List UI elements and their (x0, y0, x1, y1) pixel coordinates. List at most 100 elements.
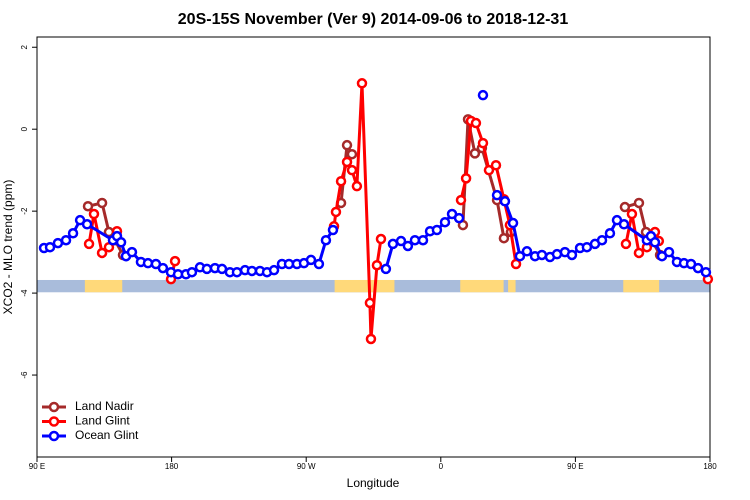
x-tick-label: 90 W (297, 462, 316, 471)
x-tick-label: 180 (165, 462, 179, 471)
series-point (395, 235, 407, 247)
series-point (566, 249, 578, 261)
series-point (596, 234, 608, 246)
series-line (89, 83, 708, 339)
series-point (52, 237, 64, 249)
series-point (375, 233, 387, 245)
series-point (663, 246, 675, 258)
series-point (346, 164, 358, 176)
series-point (81, 219, 93, 230)
series-point (620, 238, 632, 250)
series-point (619, 201, 631, 213)
series-point (96, 197, 108, 209)
series-point (477, 89, 489, 101)
series-point (604, 228, 616, 239)
series-point (365, 333, 377, 345)
series-point (498, 232, 510, 244)
land-band (460, 279, 504, 293)
series-point (409, 234, 421, 246)
legend-label: Land Nadir (75, 399, 134, 413)
series-point (371, 259, 383, 271)
x-tick-label: 90 E (567, 462, 583, 471)
series-point (521, 246, 533, 257)
series-point (536, 249, 548, 261)
x-tick-label: 90 E (29, 462, 45, 471)
series-point (633, 197, 645, 209)
series-point (453, 212, 465, 224)
series-point (439, 216, 451, 228)
x-tick-label: 0 (439, 462, 444, 471)
land-band (623, 279, 660, 293)
series-point (626, 208, 638, 220)
series-point (268, 264, 280, 276)
series-point (44, 241, 56, 253)
series-point (82, 200, 94, 212)
y-axis-label: XCO2 - MLO trend (ppm) (1, 180, 15, 315)
series-point (356, 78, 368, 89)
land-band (84, 279, 123, 293)
series-point (469, 148, 481, 159)
land-band (334, 279, 395, 293)
land-band (508, 279, 516, 293)
series-point (88, 208, 100, 220)
series-point (514, 250, 526, 262)
series-point (157, 262, 169, 274)
series-point (700, 266, 712, 278)
series-point (460, 173, 472, 184)
legend-label: Ocean Glint (75, 428, 139, 442)
y-tick-label: 2 (20, 44, 29, 49)
series-point (313, 258, 325, 270)
series-point (169, 255, 181, 267)
series-point (455, 194, 467, 206)
x-tick-label: 180 (703, 462, 717, 471)
series-point (327, 224, 339, 236)
plot-frame (36, 36, 711, 458)
series-point (470, 117, 482, 129)
series-point (490, 160, 502, 171)
series-point (346, 148, 358, 160)
legend-marker (48, 430, 60, 442)
series-point (341, 139, 353, 151)
series-point (246, 265, 258, 277)
series-point (692, 262, 704, 274)
series-point (231, 266, 243, 278)
series-point (201, 263, 213, 275)
series-point (83, 238, 95, 250)
series-point (483, 164, 495, 176)
series-point (320, 234, 332, 246)
series-point (67, 228, 79, 239)
x-axis-label: Longitude (347, 476, 400, 490)
chart-title: 20S-15S November (Ver 9) 2014-09-06 to 2… (178, 11, 569, 28)
series-point (330, 206, 342, 218)
series-line (87, 117, 662, 256)
series-point (115, 237, 127, 248)
series-point (507, 217, 519, 229)
series-point (633, 247, 645, 259)
series-point (649, 237, 661, 248)
y-tick-label: 0 (20, 126, 29, 131)
series-point (351, 180, 363, 192)
series-point (431, 224, 443, 236)
y-tick-label: -2 (20, 207, 29, 215)
series-point (60, 234, 72, 246)
series-point (618, 219, 630, 230)
series-point (364, 297, 376, 309)
series-point (477, 137, 489, 149)
series-point (387, 238, 399, 250)
y-tick-label: -4 (20, 289, 29, 297)
series-point (380, 263, 392, 275)
series-point (491, 189, 503, 201)
series-point (581, 241, 593, 253)
series-point (305, 254, 317, 266)
series-point (335, 175, 347, 187)
series-point (417, 234, 429, 246)
series-point (186, 266, 198, 278)
series-point (499, 196, 511, 207)
legend-marker (48, 416, 60, 427)
series-point (402, 240, 414, 252)
y-tick-label: -6 (20, 371, 29, 379)
series-point (126, 246, 138, 258)
series-point (510, 258, 522, 270)
series-point (96, 247, 108, 259)
